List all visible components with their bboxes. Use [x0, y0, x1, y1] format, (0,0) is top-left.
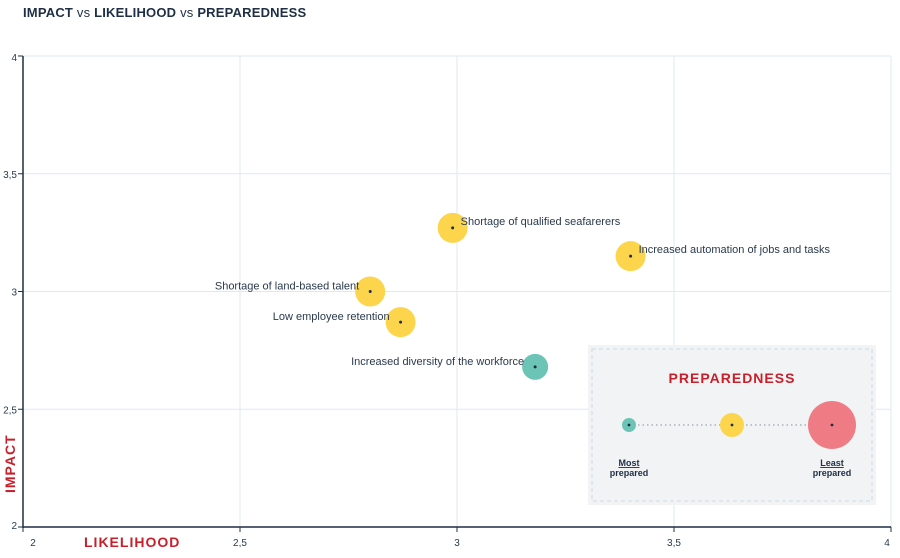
x-tick-label-4: 4: [884, 538, 890, 549]
x-tick-label-1: 2,5: [233, 538, 247, 549]
title-vs-2: vs: [180, 5, 194, 20]
chart-title: IMPACT vs LIKELIHOOD vs PREPAREDNESS: [23, 5, 306, 20]
x-tick-label-3: 3,5: [667, 538, 681, 549]
point-label-1: Increased automation of jobs and tasks: [639, 244, 831, 256]
point-center-2: [368, 290, 372, 293]
title-preparedness: PREPAREDNESS: [197, 5, 307, 20]
point-center-1: [629, 254, 633, 258]
legend-dot-most: [627, 423, 631, 427]
legend-label-most-line2: prepared: [610, 468, 649, 478]
x-axis-title: LIKELIHOOD: [84, 534, 180, 550]
legend-dot-medium: [730, 423, 734, 427]
tick-labels: 2 2,5 3 3,5 4 2 2,5 3 3,5 4: [3, 53, 890, 549]
point-label-4: Increased diversity of the workforce: [351, 356, 524, 368]
point-label-0: Shortage of qualified seafarerers: [461, 216, 621, 228]
y-tick-label-3: 3,5: [3, 170, 17, 181]
legend-dot-least: [830, 423, 834, 427]
legend-border: [591, 348, 873, 502]
y-tick-label-2: 3: [11, 288, 17, 299]
legend-label-least-line2: prepared: [813, 468, 852, 478]
data-points: Shortage of qualified seafarerers Increas…: [215, 212, 831, 380]
point-center-4: [533, 365, 537, 369]
title-likelihood: LIKELIHOOD: [94, 5, 177, 20]
legend-label-least-line1: Least: [820, 458, 844, 468]
point-label-2: Shortage of land-based talent: [215, 281, 359, 293]
axes: [18, 55, 892, 532]
y-axis-title: IMPACT: [2, 434, 18, 493]
y-tick-label-4: 4: [11, 53, 17, 64]
title-impact: IMPACT: [23, 5, 74, 20]
legend-label-most-line1: Most: [619, 458, 640, 468]
point-center-3: [399, 320, 403, 324]
point-label-3: Low employee retention: [273, 311, 390, 323]
point-center-0: [451, 226, 455, 230]
y-tick-label-0: 2: [11, 521, 17, 532]
title-vs-1: vs: [76, 5, 91, 20]
legend-title: PREPAREDNESS: [669, 370, 796, 386]
y-tick-label-1: 2,5: [3, 405, 17, 416]
x-tick-label-2: 3: [454, 538, 460, 549]
x-tick-label-0: 2: [30, 538, 36, 549]
